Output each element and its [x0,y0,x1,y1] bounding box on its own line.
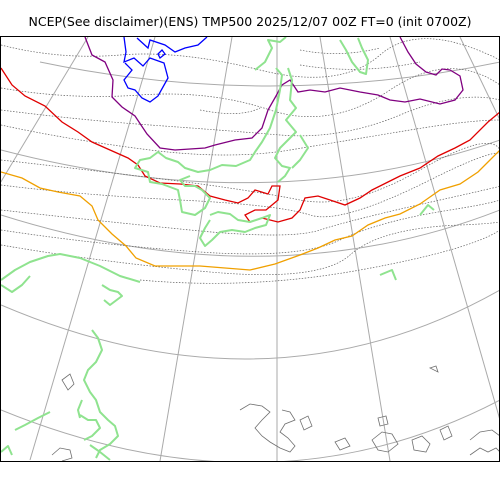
isotherm-blue-west [136,37,208,53]
isotherm-purple [84,37,464,151]
map-panel [0,36,500,462]
coastlines [1,37,435,461]
isotherm-blue [123,37,169,103]
isotherm-red [1,67,499,223]
terrain-outlines [51,365,499,461]
isotherm-blue-cell [157,49,166,60]
graticule-parallels [1,61,499,461]
map-canvas [1,37,499,461]
isotherm-orange [1,150,499,271]
map-title: NCEP(See disclaimer)(ENS) TMP500 2025/12… [28,14,472,29]
